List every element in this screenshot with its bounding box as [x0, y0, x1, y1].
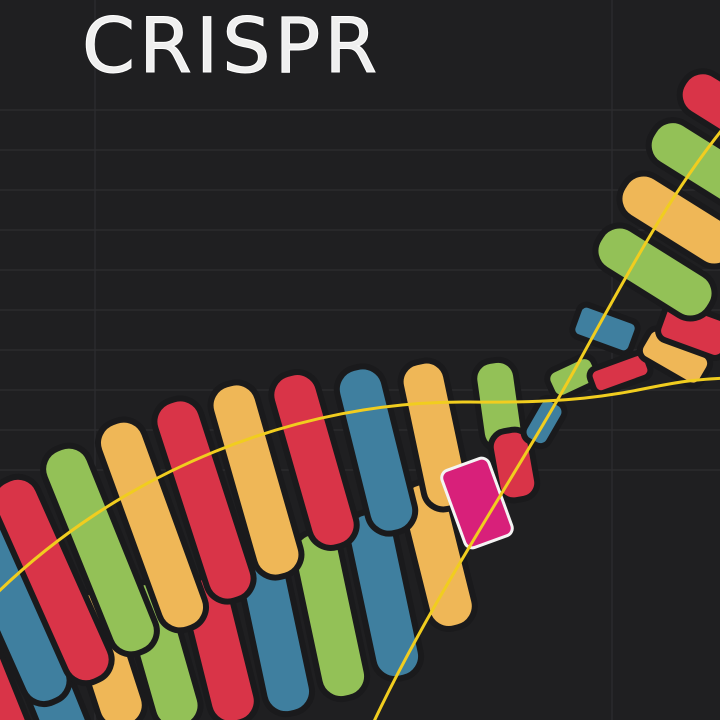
helix-crossing	[520, 299, 720, 450]
sugar-phosphate-backbone	[0, 129, 720, 720]
crispr-title: CRISPR	[81, 1, 382, 90]
upper-right-strand	[592, 68, 720, 322]
upper-base-strand	[0, 356, 541, 708]
